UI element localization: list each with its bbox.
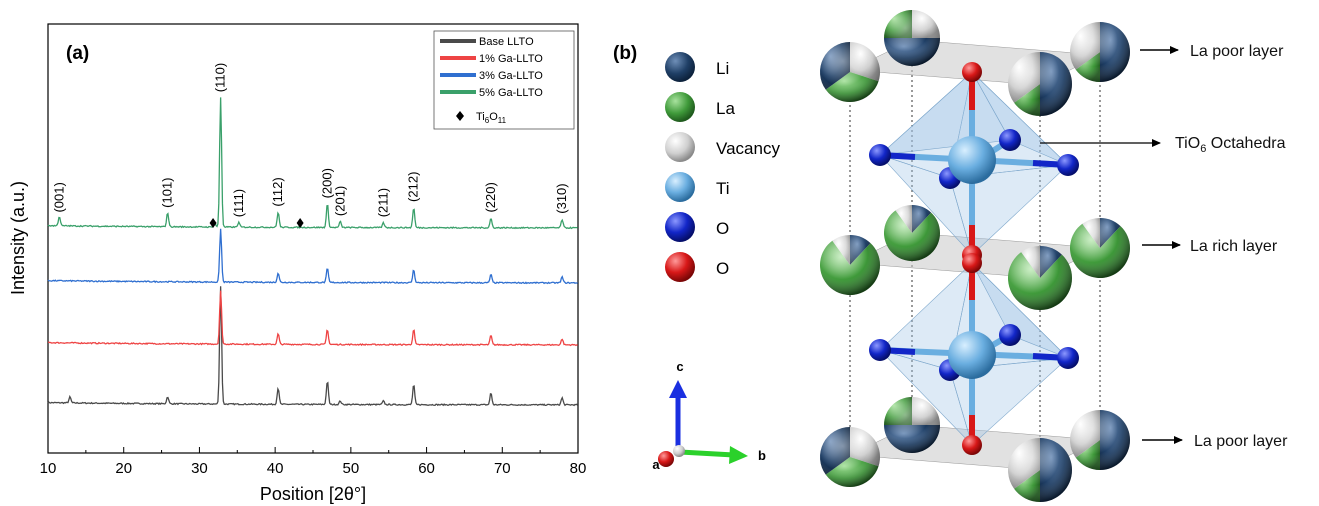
peak-label: (111) <box>231 189 246 217</box>
atom-legend-swatch <box>665 172 695 202</box>
atom-legend-entries: Li La Vacancy Ti O O <box>665 52 780 282</box>
atom-legend-label: O <box>716 219 729 238</box>
legend-diamond-marker <box>456 111 464 121</box>
annotation-la-rich: La rich layer <box>1190 238 1278 255</box>
structure-annotations: La poor layer TiO6 Octahedra La rich lay… <box>1040 43 1288 450</box>
annotation-la-poor-bottom: La poor layer <box>1194 433 1288 450</box>
oxygen-atoms <box>869 62 1079 455</box>
impurity-marker <box>296 218 304 228</box>
xrd-chart: 10 20 30 40 50 60 70 80 (001) (101) (110) (111) (11… <box>8 23 587 504</box>
atom-legend-swatch <box>665 92 695 122</box>
peak-label-layer: (001) (101) (110) (111) (112) (200)(201) (211)… <box>51 63 569 217</box>
crystal-structure-figure: (b) Li La Vacancy Ti O O c a b <box>613 10 1288 502</box>
legend-impurity-label: Ti6O11 <box>476 111 507 125</box>
atom-legend-swatch <box>665 212 695 242</box>
axis-label-c: c <box>676 359 683 374</box>
peak-label: (201) <box>332 186 347 216</box>
x-tick-label: 80 <box>570 460 587 477</box>
peak-label: (112) <box>270 177 285 206</box>
peak-label: (200) <box>319 168 334 198</box>
impurity-marker <box>209 218 217 228</box>
titanium-atoms <box>948 136 996 379</box>
a-site-sphere <box>1070 22 1130 82</box>
legend-label: 5% Ga-LLTO <box>479 87 543 99</box>
series-line-3 <box>47 97 578 230</box>
atom-legend: Li La Vacancy Ti O O <box>665 52 780 282</box>
x-tick-label: 20 <box>115 460 132 477</box>
a-site-sphere <box>884 10 940 66</box>
legend-box <box>433 30 575 130</box>
a-site-sphere <box>820 42 881 102</box>
panel-label-b: (b) <box>613 43 637 64</box>
legend-label: 1% Ga-LLTO <box>479 53 543 65</box>
a-site-sphere <box>1008 246 1072 310</box>
series-layer <box>47 97 579 407</box>
x-axis-label: Position [2θ°] <box>260 484 366 504</box>
a-site-sphere <box>820 427 881 488</box>
atom-legend-label: La <box>716 99 735 118</box>
tio6-octahedra <box>878 71 1069 446</box>
x-tick-label: 40 <box>267 460 284 477</box>
series-line-1 <box>47 290 578 347</box>
peak-label: (310) <box>554 183 569 213</box>
series-line-0 <box>47 286 579 407</box>
axes-triad: c a b <box>652 359 766 472</box>
atom-legend-swatch <box>665 252 695 282</box>
axis-label-a: a <box>652 457 660 472</box>
impurity-marker-layer <box>209 218 304 228</box>
y-axis-label: Intensity (a.u.) <box>8 181 28 295</box>
annotation-la-poor-top: La poor layer <box>1190 43 1284 60</box>
a-site-atoms <box>820 10 1130 502</box>
annotation-octahedra: TiO6 Octahedra <box>1175 135 1286 155</box>
legend-label: 3% Ga-LLTO <box>479 70 543 82</box>
a-site-sphere <box>1007 438 1072 502</box>
a-site-sphere <box>820 234 880 295</box>
tick-layer: 10 20 30 40 50 60 70 80 <box>40 447 587 477</box>
atom-legend-swatch <box>665 132 695 162</box>
a-site-sphere <box>884 205 940 261</box>
x-tick-label: 30 <box>191 460 208 477</box>
peak-label: (212) <box>406 172 421 202</box>
x-tick-label: 50 <box>343 460 360 477</box>
a-site-sphere <box>1070 410 1130 470</box>
a-site-sphere <box>1070 218 1130 279</box>
unit-cell-edges <box>849 40 1101 465</box>
atom-legend-label: Ti <box>716 179 730 198</box>
atom-legend-label: Li <box>716 59 729 78</box>
a-site-sphere <box>884 397 940 453</box>
peak-label: (001) <box>51 182 66 212</box>
peak-label: (101) <box>160 177 175 207</box>
x-tick-label: 60 <box>418 460 435 477</box>
panel-label-a: (a) <box>66 43 89 64</box>
legend-entries: Base LLTO 1% Ga-LLTO 3% Ga-LLTO 5% Ga-LLTO <box>440 36 543 99</box>
legend-label: Base LLTO <box>479 36 534 48</box>
peak-label: (220) <box>483 182 498 212</box>
atom-legend-swatch <box>665 52 695 82</box>
series-line-2 <box>47 228 578 285</box>
atom-legend-label: Vacancy <box>716 139 780 158</box>
x-tick-label: 70 <box>494 460 511 477</box>
peak-label: (110) <box>213 63 228 92</box>
x-tick-label: 10 <box>40 460 57 477</box>
axis-label-b: b <box>758 448 766 463</box>
a-site-sphere <box>1007 52 1072 116</box>
atom-legend-label: O <box>716 259 729 278</box>
peak-label: (211) <box>375 188 390 217</box>
